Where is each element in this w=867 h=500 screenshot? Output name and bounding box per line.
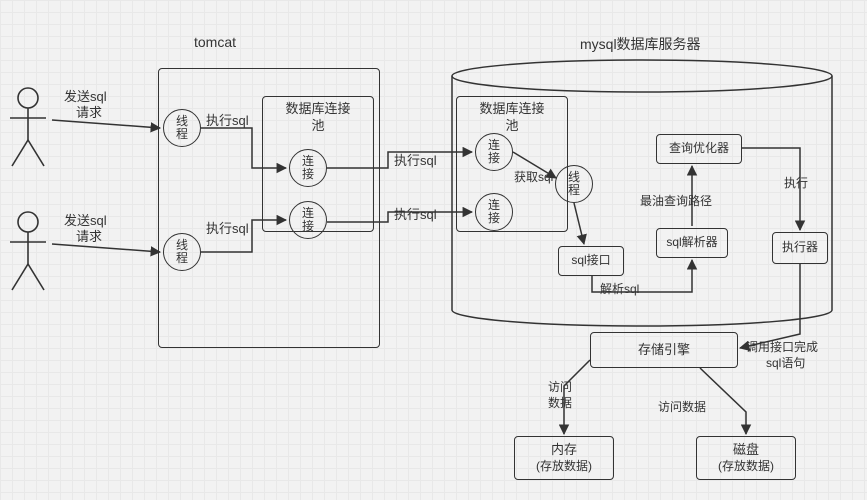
mysql-conn-2: 连 接	[475, 193, 513, 231]
exec-v-label: 执行	[784, 174, 808, 191]
tomcat-thread-2: 线 程	[163, 233, 201, 271]
query-optimizer: 查询优化器	[656, 134, 742, 164]
mysql-conn-1: 连 接	[475, 133, 513, 171]
actor-2	[4, 210, 52, 296]
memory-box: 内存 (存放数据)	[514, 436, 614, 480]
exec-sql-label-t2: 执行sql	[206, 218, 249, 237]
tomcat-conn-1: 连 接	[289, 149, 327, 187]
tomcat-conn-2: 连 接	[289, 201, 327, 239]
exec-sql-mid-2: 执行sql	[394, 204, 437, 223]
actor-1	[4, 86, 52, 172]
tomcat-title: tomcat	[194, 34, 236, 50]
mysql-title: mysql数据库服务器	[580, 34, 701, 54]
call-iface-l2: sql语句	[766, 354, 805, 371]
actor1-label-line2: 请求	[76, 102, 102, 121]
get-sql-label: 获取sql	[514, 168, 553, 185]
exec-sql-mid-1: 执行sql	[394, 150, 437, 169]
disk-l2: (存放数据)	[718, 459, 774, 475]
visit-data-right: 访问数据	[658, 398, 706, 415]
best-path-label: 最油查询路径	[640, 192, 712, 209]
executor: 执行器	[772, 232, 828, 264]
tomcat-thread-1: 线 程	[163, 109, 201, 147]
actor2-label-line2: 请求	[76, 226, 102, 245]
arrow-overlay	[0, 0, 867, 500]
disk-box: 磁盘 (存放数据)	[696, 436, 796, 480]
sql-parser: sql解析器	[656, 228, 728, 258]
visit-data-left-1: 访问	[548, 378, 572, 395]
storage-engine: 存储引擎	[590, 332, 738, 368]
call-iface-l1: 调用接口完成	[746, 338, 818, 355]
disk-l1: 磁盘	[733, 442, 759, 459]
parse-sql-label: 解析sql	[600, 280, 639, 297]
sql-interface: sql接口	[558, 246, 624, 276]
memory-l2: (存放数据)	[536, 459, 592, 475]
mysql-thread: 线 程	[555, 165, 593, 203]
visit-data-left-2: 数据	[548, 394, 572, 411]
memory-l1: 内存	[551, 442, 577, 459]
exec-sql-label-t1: 执行sql	[206, 110, 249, 129]
